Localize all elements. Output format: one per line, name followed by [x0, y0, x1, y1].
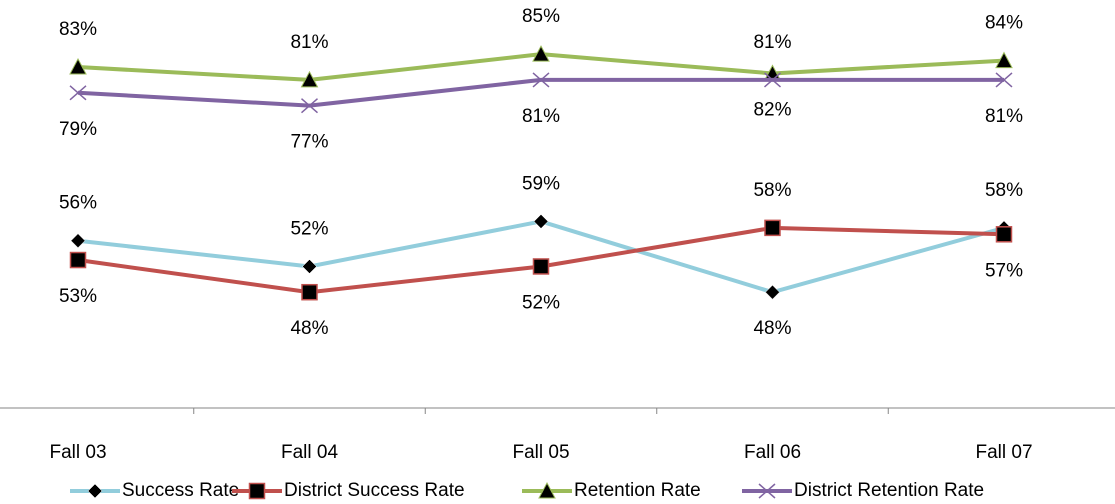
x-tick-label: Fall 07 [975, 442, 1032, 463]
marker [532, 258, 550, 275]
data-label: 81% [985, 106, 1023, 127]
data-label: 58% [753, 180, 791, 201]
data-label: 83% [59, 19, 97, 40]
series-line [77, 77, 1004, 108]
data-label: 56% [59, 193, 97, 214]
legend-label: District Retention Rate [794, 480, 984, 501]
x-tick-label: Fall 03 [49, 442, 106, 463]
marker [248, 482, 266, 500]
x-tick-label: Fall 04 [281, 442, 338, 463]
legend-item: District Retention Rate [742, 480, 984, 501]
data-label: 52% [290, 218, 328, 239]
x-tick-label: Fall 06 [744, 442, 801, 463]
data-label: 48% [290, 318, 328, 339]
legend-item: Retention Rate [522, 480, 701, 501]
marker [69, 57, 87, 75]
marker [995, 226, 1013, 243]
marker [301, 283, 318, 301]
marker [765, 284, 780, 300]
marker [302, 259, 317, 274]
marker [758, 483, 776, 499]
legend-item: Success Rate [70, 480, 239, 501]
legend-label: District Success Rate [284, 480, 465, 501]
marker [995, 72, 1013, 88]
data-label: 82% [753, 99, 791, 120]
legend-label: Success Rate [122, 480, 239, 501]
data-label: 81% [753, 32, 791, 53]
data-label: 59% [522, 173, 560, 194]
data-label: 58% [985, 180, 1023, 201]
legend-item: District Success Rate [232, 480, 465, 501]
marker [69, 85, 87, 101]
marker [538, 481, 556, 499]
marker [70, 233, 86, 249]
marker [300, 70, 319, 88]
marker [532, 45, 550, 62]
marker [995, 51, 1013, 69]
data-label: 85% [522, 6, 560, 27]
data-label: 77% [290, 132, 328, 153]
marker [533, 214, 549, 229]
series: 56% 52% 59% 48% 58% [59, 173, 1023, 339]
series: 53% 48% 52% 58% 57% [59, 180, 1023, 339]
series: 79% 77% 81% 81% 81% [59, 32, 1023, 153]
marker [87, 483, 103, 499]
data-label: 81% [522, 106, 560, 127]
series: 83% 81% 85% 82% 84% [59, 6, 1023, 120]
marker [532, 72, 550, 88]
marker [301, 98, 318, 114]
data-label: 57% [985, 260, 1023, 281]
data-label: 84% [985, 13, 1023, 34]
marker [764, 219, 781, 237]
data-label: 53% [59, 286, 97, 307]
data-label: 52% [522, 292, 560, 313]
data-label: 79% [59, 119, 97, 140]
legend-label: Retention Rate [574, 480, 701, 501]
x-tick-label: Fall 05 [512, 442, 569, 463]
marker [69, 251, 87, 269]
marker [764, 72, 781, 88]
data-label: 48% [753, 318, 791, 339]
data-label: 81% [290, 32, 328, 53]
